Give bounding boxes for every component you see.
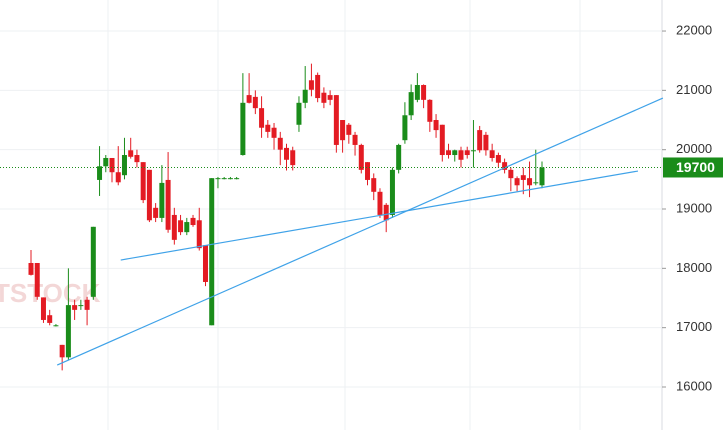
candle-body (502, 162, 508, 170)
candle-body (402, 115, 408, 141)
candle-body (109, 157, 115, 173)
candle-body (90, 226, 96, 297)
y-tick-label: 22000 (676, 22, 712, 37)
candle-body (209, 178, 215, 326)
candle-body (84, 299, 90, 310)
candle-body (421, 85, 427, 100)
candle-body (352, 134, 358, 145)
y-tick-label: 19000 (676, 200, 712, 215)
candle-body (184, 222, 190, 233)
candle-body (246, 95, 252, 103)
candle-body (59, 344, 65, 358)
candle-body (333, 95, 339, 145)
candle-body (452, 150, 458, 156)
candle-body (72, 305, 78, 310)
y-tick-label: 18000 (676, 260, 712, 275)
candle-body (315, 74, 321, 99)
candle-body (527, 178, 533, 186)
candle-body (377, 191, 383, 215)
y-tick-label: 16000 (676, 378, 712, 393)
candle-body (65, 305, 71, 358)
candle-body (215, 178, 221, 180)
candle-body (365, 162, 371, 180)
candle-body (321, 92, 327, 103)
candle-body (508, 169, 514, 179)
candle-body (271, 127, 277, 138)
candle-body (396, 144, 402, 170)
candle-body (115, 172, 121, 183)
candle-body (371, 178, 377, 192)
candle-body (234, 178, 240, 180)
candle-body (227, 178, 233, 180)
candle-body (489, 150, 495, 158)
candle-body (446, 150, 452, 156)
candle-body (252, 96, 258, 109)
candle-body (464, 150, 470, 156)
candle-body (171, 214, 177, 240)
candle-body (134, 155, 140, 163)
candle-body (470, 150, 476, 152)
candle-body (290, 150, 296, 166)
watermark: TSTOCK (0, 278, 101, 308)
candle-body (221, 178, 227, 180)
candle-body (520, 175, 526, 180)
candle-body (383, 204, 389, 221)
candle-body (178, 220, 184, 233)
candle-body (140, 162, 146, 201)
candle-body (539, 167, 545, 186)
candle-body (202, 245, 208, 282)
candle-body (196, 220, 202, 249)
candle-body (121, 155, 127, 176)
candle-body (284, 147, 289, 160)
y-tick-label: 21000 (676, 82, 712, 97)
candle-body (302, 89, 308, 103)
candle-body (146, 169, 152, 221)
candle-body (346, 124, 352, 135)
candle-body (190, 217, 196, 226)
candle-body (277, 137, 283, 150)
candle-body (40, 297, 46, 320)
candle-body (414, 85, 420, 100)
last-price-box (663, 157, 723, 178)
candle-body (34, 262, 40, 297)
candle-body (439, 124, 445, 156)
candle-body (327, 95, 333, 100)
candle-body (458, 150, 464, 160)
candle-body (427, 99, 433, 122)
candle-body (53, 325, 59, 327)
candle-body (128, 150, 134, 157)
candle-body (259, 108, 265, 128)
candle-body (533, 182, 539, 184)
candle-body (28, 262, 34, 275)
y-tick-label: 20000 (676, 141, 712, 156)
candle-body (483, 134, 489, 151)
candle-body (159, 182, 165, 218)
candle-body (340, 120, 346, 141)
candle-body (103, 157, 109, 167)
candle-body (153, 207, 159, 218)
last-price-label: 19700 (676, 159, 715, 175)
candle-body (78, 305, 84, 307)
y-tick-label: 17000 (676, 319, 712, 334)
candle-body (240, 102, 246, 156)
candle-body (165, 179, 171, 230)
candle-body (408, 92, 414, 116)
trendline (56, 97, 664, 366)
candle-body (495, 155, 501, 163)
candle-body (477, 130, 483, 151)
candle-body (514, 178, 520, 186)
candle-body (265, 124, 271, 132)
trendline (120, 170, 639, 261)
candle-body (296, 102, 302, 125)
candle-body (433, 120, 439, 131)
candle-body (358, 144, 364, 170)
candle-body (47, 315, 53, 323)
candle-body (308, 80, 314, 90)
candle-body (389, 169, 395, 215)
candle-body (97, 166, 103, 180)
